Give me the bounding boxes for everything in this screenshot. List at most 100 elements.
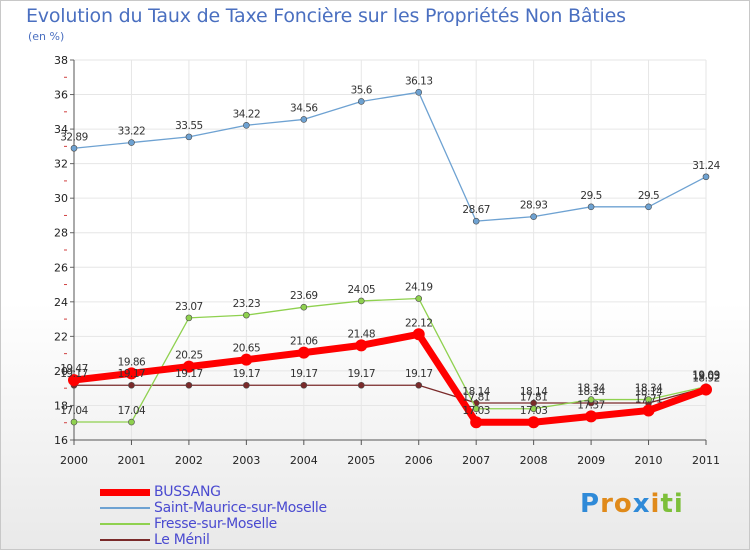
series-line (73, 91, 707, 222)
data-label: 32.89 (60, 131, 88, 143)
y-tick-label: 28 (54, 227, 68, 240)
y-tick-label: 38 (54, 54, 68, 67)
data-label: 33.55 (175, 120, 203, 132)
data-point (240, 353, 253, 366)
data-point (182, 360, 195, 373)
data-label: 28.67 (462, 204, 490, 216)
data-point (357, 98, 365, 105)
data-point (300, 381, 308, 389)
data-label: 19.17 (347, 368, 375, 380)
data-label: 31.24 (692, 160, 720, 172)
data-point (472, 217, 480, 225)
chart-unit-label: (en %) (28, 30, 65, 43)
legend-label: BUSSANG (154, 484, 221, 500)
legend-swatch (100, 539, 150, 541)
logo-letter: i (650, 489, 661, 519)
data-point (243, 311, 250, 319)
logo-letter: o (613, 489, 633, 519)
x-tick-label: 2007 (462, 454, 490, 467)
y-tick-label: 30 (54, 192, 68, 205)
data-label: 23.07 (175, 301, 203, 313)
data-point (185, 381, 193, 389)
legend-swatch (100, 488, 150, 496)
data-label: 19.17 (290, 368, 318, 380)
line-chart: 16 18 20 22 24 26 28 30 32 34 36 38 2000 2001 2002 2003… (54, 54, 721, 467)
data-label: 17.03 (520, 405, 548, 417)
data-label: 21.48 (347, 328, 375, 340)
y-tick-label: 22 (54, 330, 68, 343)
logo-letter: i (673, 489, 684, 519)
data-point (355, 339, 368, 352)
data-label: 36.13 (405, 75, 433, 87)
data-point (415, 381, 423, 389)
data-label: 19.86 (118, 356, 146, 368)
data-label: 29.5 (580, 190, 601, 202)
legend-label: Fresse-sur-Moselle (154, 516, 277, 532)
data-point (70, 418, 78, 426)
data-label: 17.71 (635, 393, 663, 405)
x-tick-label: 2008 (520, 454, 548, 467)
data-label: 34.56 (290, 102, 318, 114)
series-layer (68, 89, 712, 429)
data-label: 24.05 (347, 284, 375, 296)
data-point (70, 144, 78, 152)
data-point (642, 404, 655, 417)
data-label: 17.04 (118, 405, 146, 417)
y-tick-label: 16 (54, 434, 68, 447)
logo-letter: x (632, 489, 651, 519)
data-label: 19.17 (175, 368, 203, 380)
logo-letter: r (600, 489, 614, 519)
data-label: 19.17 (60, 368, 88, 380)
data-point (243, 381, 250, 389)
legend-swatch (100, 523, 150, 525)
x-tick-label: 2004 (290, 454, 318, 467)
data-label: 33.22 (118, 126, 146, 138)
legend-item: Saint-Maurice-sur-Moselle (100, 500, 327, 516)
data-label: 17.81 (520, 392, 548, 404)
data-label: 19.03 (692, 371, 720, 383)
data-label: 17.37 (577, 399, 605, 411)
data-label: 24.19 (405, 282, 433, 294)
data-point (128, 139, 135, 146)
data-point (415, 89, 423, 96)
data-label: 18.14 (462, 386, 490, 398)
legend: BUSSANG Saint-Maurice-sur-Moselle Fresse-s… (100, 484, 327, 548)
data-label: 17.81 (462, 392, 490, 404)
data-label: 19.17 (405, 368, 433, 380)
y-tick-label: 24 (54, 296, 68, 309)
data-label: 18.14 (520, 386, 548, 398)
data-label: 17.04 (60, 405, 88, 417)
data-label: 18.92 (692, 373, 720, 385)
data-label: 29.5 (638, 190, 659, 202)
data-point (357, 297, 365, 305)
data-point (300, 116, 308, 123)
legend-label: Le Ménil (154, 532, 210, 548)
y-tick-label: 26 (54, 261, 68, 274)
logo-letter: P (580, 489, 601, 519)
series-line (73, 384, 707, 404)
chart-title: Evolution du Taux de Taxe Foncière sur l… (26, 5, 626, 27)
data-label: 19.17 (233, 368, 261, 380)
data-point (530, 405, 537, 413)
data-label: 20.25 (175, 350, 203, 362)
series-line (70, 330, 710, 426)
grid-layer (73, 59, 707, 441)
data-label: 18.14 (577, 386, 605, 398)
data-point (587, 203, 595, 211)
logo-letter: t (660, 489, 674, 519)
data-point (470, 416, 483, 429)
data-label: 28.93 (520, 200, 548, 212)
data-label: 35.6 (351, 84, 373, 96)
data-point (587, 396, 595, 403)
x-tick-label: 2009 (577, 454, 605, 467)
data-point (472, 405, 480, 413)
x-tick-label: 2002 (175, 454, 203, 467)
legend-item: Le Ménil (100, 532, 327, 548)
data-point (243, 121, 250, 129)
data-label: 18.34 (635, 383, 663, 395)
data-label: 19.09 (692, 370, 720, 382)
data-point (527, 416, 540, 429)
x-tick-label: 2010 (635, 454, 663, 467)
legend-item: Fresse-sur-Moselle (100, 516, 327, 532)
